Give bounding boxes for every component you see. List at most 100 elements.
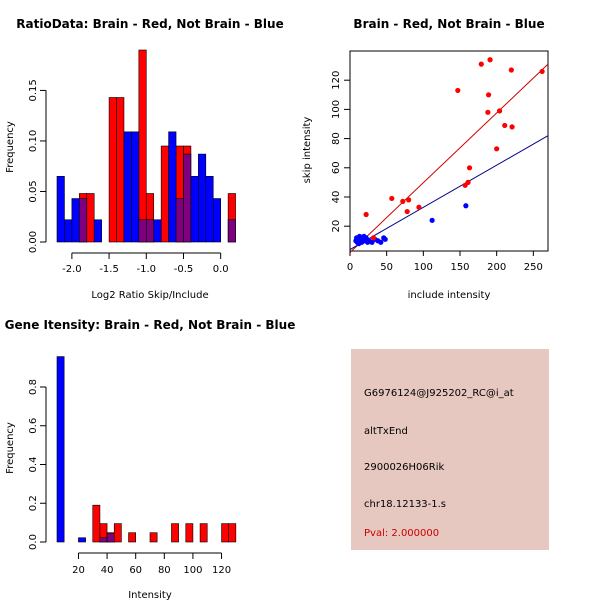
scatter-y-axis-label: skip intensity [302,117,313,184]
scatter-red-point [466,165,473,171]
intensity-red-bar [185,523,194,543]
ratio-blue-bar [227,219,236,243]
ratio-blue-bar [198,153,207,243]
scatter-red-point [406,197,412,203]
ratio-x-tick-label: -2.0 [62,264,82,275]
scatter-points [353,57,545,247]
intensity-blue-bar [56,356,65,543]
event-type-text: altTxEnd [364,426,408,437]
ratio-y-tick-label: 0.00 [28,231,39,253]
scatter-x-tick-label: 250 [524,262,543,273]
probe-id-text: G6976124@J925202_RC@i_at [364,388,514,399]
scatter-red-point [389,195,395,202]
ratio-y-tick-label: 0.15 [28,79,39,101]
scatter-red-point [497,108,503,114]
ratio-blue-bars [56,131,236,243]
intensity-red-bar [221,523,229,543]
scatter-blue-regression-line [349,135,549,250]
scatter-red-point [485,109,491,115]
scatter-x-axis-label: include intensity [408,290,491,301]
info-panel-background [351,349,549,550]
scatter-title: Brain - Red, Not Brain - Blue [353,17,544,31]
scatter-red-point [400,198,406,204]
intensity-x-tick-label: 40 [101,565,114,576]
ratio-blue-bar [138,219,147,243]
ratio-blue-bar [64,219,73,243]
ratio-blue-bar [212,198,221,243]
scatter-y-tick-label: 120 [331,71,342,90]
scatter-red-point [363,211,369,218]
intensity-red-bar [228,523,237,543]
ratio-blue-bar [145,219,155,243]
scatter-x-tick-label: 200 [487,262,506,273]
intensity-y-tick-label: 0.0 [28,534,39,550]
intensity-red-bar [149,532,158,543]
scatter-red-point [508,67,514,73]
intensity-x-tick-label: 60 [129,565,142,576]
intensity-y-tick-label: 0.2 [28,495,39,511]
skip-include-scatter-chart: Brain - Red, Not Brain - Blue 0 50 100 150 2… [302,17,549,301]
intensity-red-bar [171,523,179,543]
ratio-y-tick-label: 0.05 [28,180,39,202]
scatter-red-regression-line [349,63,549,253]
scatter-y-tick-label: 80 [331,132,342,145]
scatter-red-point [455,87,461,94]
intensity-red-bar [92,504,101,543]
ratio-red-bar [138,49,147,243]
scatter-axes: 0 50 100 150 200 250 20 40 60 80 100 120 [331,71,543,273]
scatter-y-tick-label: 60 [331,161,342,174]
ratio-blue-bar [153,219,162,243]
ratio-y-tick-label: 0.10 [28,130,39,152]
ratio-blue-bar [131,131,140,243]
intensity-red-bar [199,523,208,543]
ratio-x-tick-label: -1.5 [99,264,119,275]
intensity-y-axis-label: Frequency [5,422,16,474]
intensity-x-axis-label: Intensity [128,590,172,600]
scatter-blue-point [463,203,469,209]
intensity-blue-bars [56,356,115,543]
scatter-red-point [486,92,492,98]
intensity-y-tick-label: 0.4 [28,457,39,473]
scatter-x-tick-label: 150 [450,262,469,273]
ratio-blue-bar [168,131,177,243]
scatter-red-point [494,146,500,152]
scatter-red-point [416,204,422,210]
gene-info-panel: G6976124@J925202_RC@i_at altTxEnd 290002… [351,349,549,550]
scatter-blue-point [429,217,435,223]
ratio-blue-bar [93,219,102,243]
scatter-y-tick-label: 40 [331,191,342,204]
intensity-x-tick-label: 80 [158,565,171,576]
ratio-blue-bar [190,176,199,243]
scatter-red-point [502,122,508,129]
ratio-blue-bar [71,198,80,243]
intensity-y-tick-label: 0.6 [28,418,39,434]
intensity-blue-bar [99,537,108,543]
intensity-y-tick-label: 0.8 [28,379,39,395]
scatter-regression-lines [349,63,549,253]
ratio-blue-bar [183,153,192,243]
intensity-histogram-title: Gene Itensity: Brain - Red, Not Brain - … [5,318,296,332]
intensity-x-tick-label: 120 [212,565,231,576]
scatter-plot-frame [349,50,549,252]
scatter-red-point [465,179,471,185]
scatter-red-point [478,61,484,67]
scatter-red-point [404,208,410,215]
intensity-histogram-chart: Gene Itensity: Brain - Red, Not Brain - … [5,318,296,601]
ratio-x-tick-label: 0.0 [213,264,229,275]
intensity-x-tick-label: 20 [72,565,85,576]
ratio-red-bar [116,97,125,243]
ratio-red-bar [108,97,117,243]
ratio-x-tick-label: -1.0 [137,264,157,275]
ratio-red-bar [86,193,95,243]
location-text: chr18.12133-1.s [364,499,446,510]
gene-name-text: 2900026H06Rik [364,462,445,473]
intensity-red-bar [128,532,136,543]
scatter-red-point [509,124,515,130]
ratio-blue-bar [123,131,132,243]
ratio-y-axis-label: Frequency [5,121,16,173]
ratio-histogram-title: RatioData: Brain - Red, Not Brain - Blue [16,17,283,31]
scatter-x-tick-label: 100 [414,262,433,273]
intensity-blue-bar [106,533,115,543]
scatter-x-tick-label: 0 [347,262,353,273]
